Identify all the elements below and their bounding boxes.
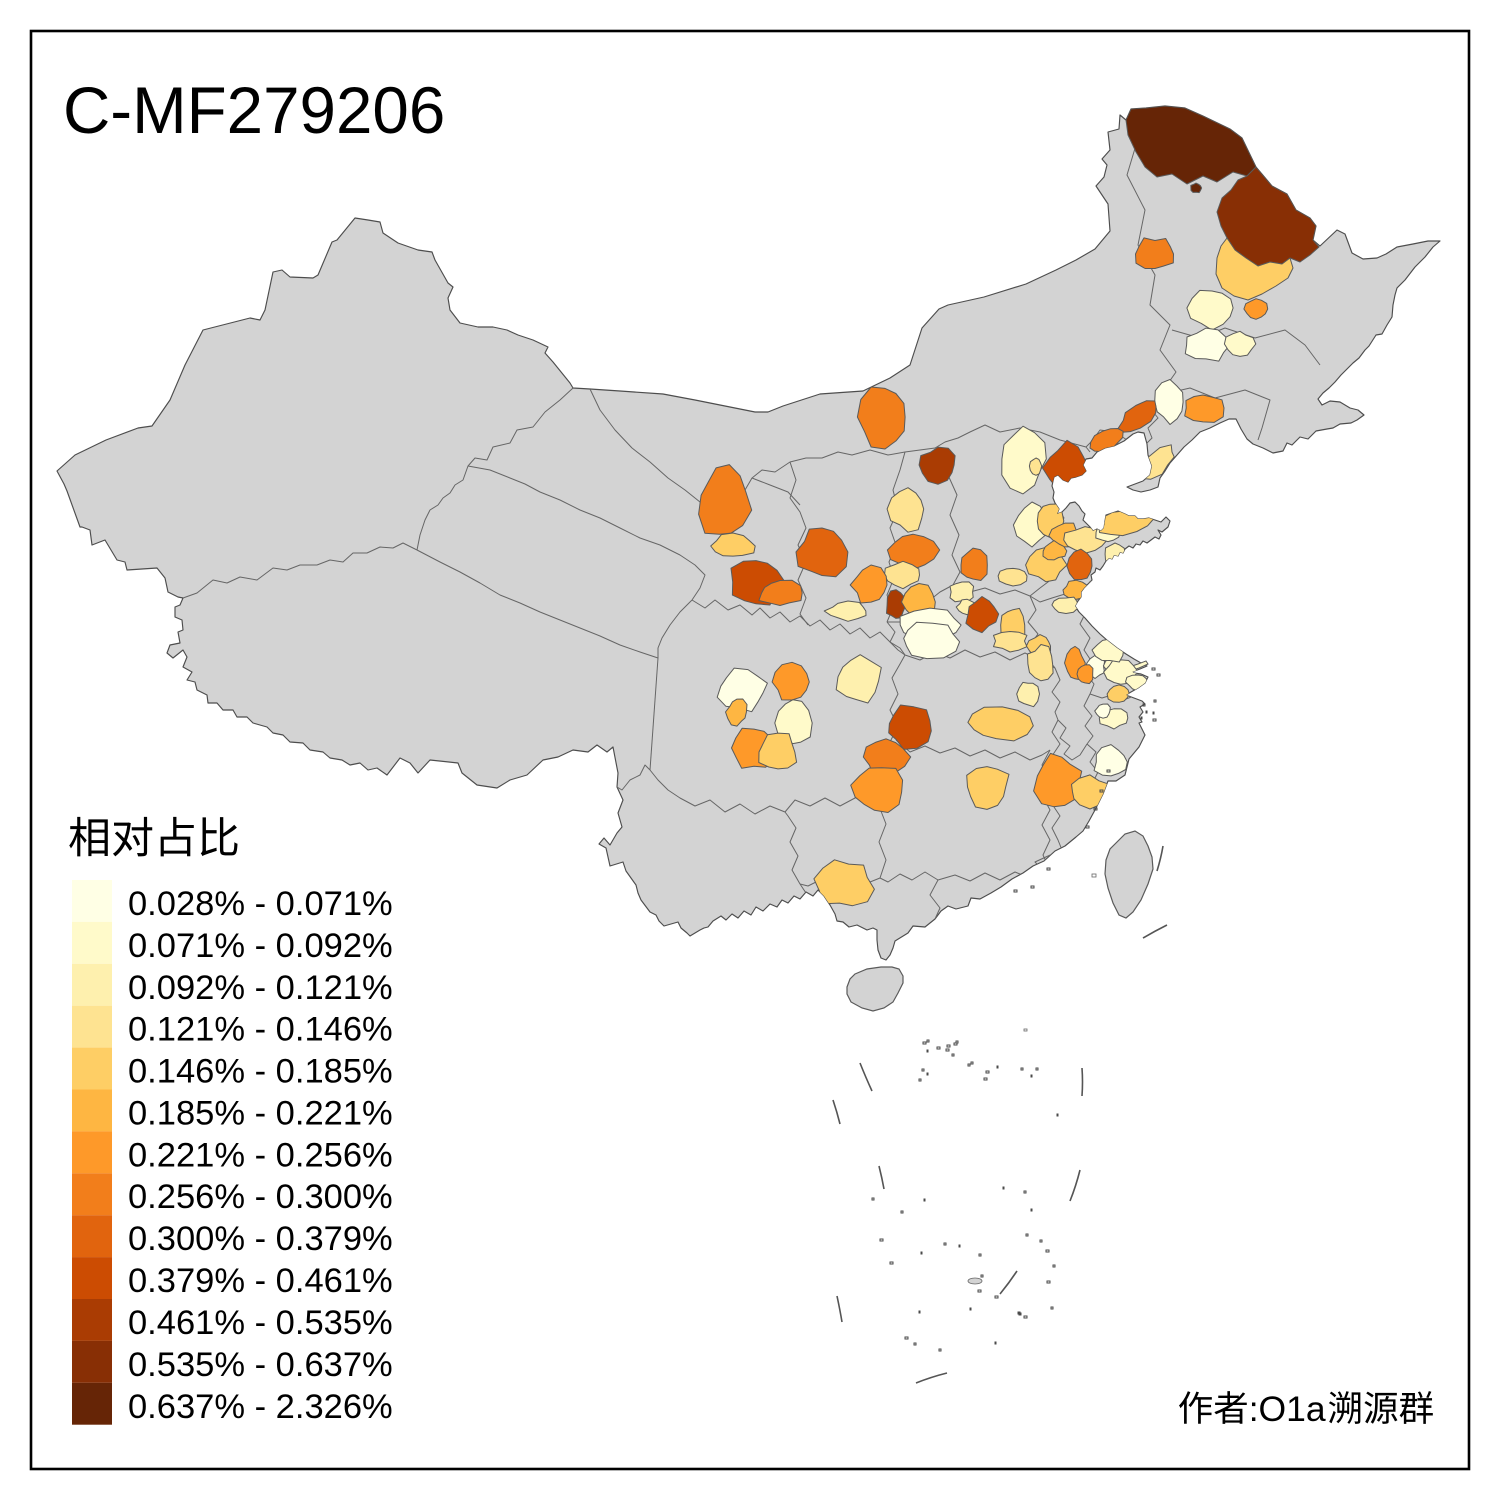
svg-text:C-MF279206: C-MF279206 — [63, 74, 445, 147]
svg-text:0.379% - 0.461%: 0.379% - 0.461% — [128, 1262, 393, 1300]
svg-text:0.071% - 0.092%: 0.071% - 0.092% — [128, 927, 393, 965]
svg-text:0.121% - 0.146%: 0.121% - 0.146% — [128, 1011, 393, 1049]
svg-text:0.221% - 0.256%: 0.221% - 0.256% — [128, 1136, 393, 1174]
svg-text:0.185% - 0.221%: 0.185% - 0.221% — [128, 1095, 393, 1133]
svg-text:0.535% - 0.637%: 0.535% - 0.637% — [128, 1346, 393, 1384]
svg-text:0.637% - 2.326%: 0.637% - 2.326% — [128, 1388, 393, 1426]
svg-text:0.461% - 0.535%: 0.461% - 0.535% — [128, 1304, 393, 1342]
svg-text:0.092% - 0.121%: 0.092% - 0.121% — [128, 969, 393, 1007]
svg-text::O1a: :O1a — [1249, 1389, 1326, 1429]
svg-text:0.256% - 0.300%: 0.256% - 0.300% — [128, 1178, 393, 1216]
svg-text:0.300% - 0.379%: 0.300% - 0.379% — [128, 1220, 393, 1258]
svg-text:0.146% - 0.185%: 0.146% - 0.185% — [128, 1053, 393, 1091]
svg-text:0.028% - 0.071%: 0.028% - 0.071% — [128, 885, 393, 923]
